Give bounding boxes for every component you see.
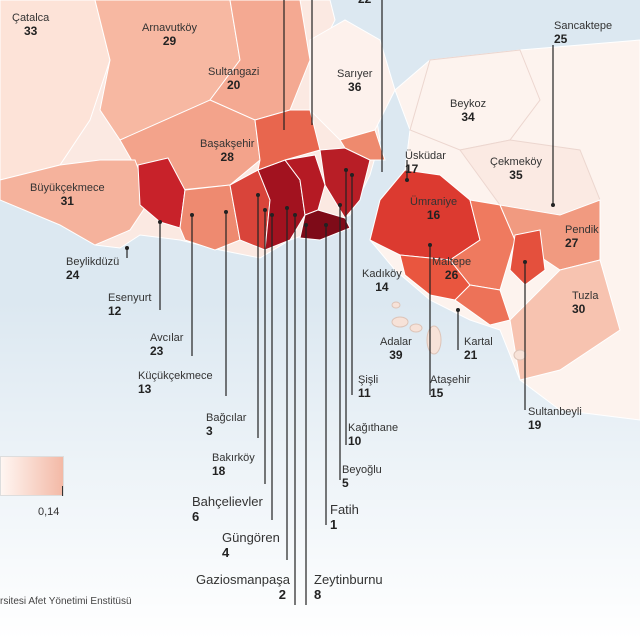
label-adalar: Adalar 39	[380, 336, 412, 362]
label-bakirkoy: Bakırköy 18	[212, 452, 255, 478]
label-kagithane: Kağıthane 10	[348, 422, 399, 448]
label-kartal: Kartal 21	[464, 336, 493, 362]
top-cut-value: 22	[358, 0, 371, 6]
label-tuzla: Tuzla 30	[572, 290, 599, 316]
label-esenyurt: Esenyurt 12	[108, 292, 152, 318]
label-pendik: Pendik 27	[565, 224, 599, 250]
source-credit: rsitesi Afet Yönetimi Enstitüsü	[0, 596, 132, 607]
legend-max-value: 0,14	[38, 506, 60, 518]
label-beykoz: Beykoz 34	[450, 98, 487, 124]
top-cut-rank: 22	[358, 0, 371, 6]
label-sultangazi: Sultangazi 20	[208, 66, 260, 92]
label-zeytinburnu: Zeytinburnu 8	[314, 572, 383, 602]
district-tuzla	[509, 259, 621, 381]
label-uskudar: Üsküdar 17	[405, 150, 446, 176]
district-catalca	[0, 0, 111, 181]
leader-dots	[125, 168, 555, 312]
label-gungoren: Güngören 4	[222, 530, 280, 560]
district-sariyer	[309, 19, 396, 141]
label-kucukcekmece: Küçükçekmece 13	[138, 370, 213, 396]
label-cekmekoy: Çekmeköy 35	[490, 156, 542, 182]
label-basaksehir: Başakşehir 28	[200, 138, 255, 164]
leader-lines	[126, 0, 554, 605]
district-kartal	[454, 284, 511, 326]
label-bahcelievler: Bahçelievler 6	[192, 494, 263, 524]
district-sultanbeyli	[509, 229, 546, 286]
label-sultanbeyli: Sultanbeyli 19	[528, 406, 582, 432]
label-umraniye: Ümraniye 16	[410, 196, 458, 222]
label-sancaktepe: Sancaktepe 25	[554, 20, 613, 46]
label-maltepe: Maltepe 26	[432, 256, 472, 282]
label-kadikoy: Kadıköy 14	[362, 268, 402, 294]
label-fatih: Fatih 1	[330, 502, 359, 532]
district-eyup	[254, 109, 321, 171]
district-buyukcekmece	[0, 159, 151, 246]
label-beyoglu: Beyoğlu 5	[342, 464, 382, 490]
label-atasehir: Ataşehir 15	[430, 374, 471, 400]
label-bagcilar: Bağcılar 3	[206, 412, 247, 438]
label-avcilar: Avcılar 23	[150, 332, 184, 358]
label-beylikduzu: Beylikdüzü 24	[66, 256, 120, 282]
label-arnavutkoy: Arnavutköy 29	[142, 22, 198, 48]
label-catalca: Çatalca 33	[12, 12, 50, 38]
legend-gradient	[0, 456, 64, 496]
label-gaziosmanpasa: Gaziosmanpaşa 2	[196, 572, 290, 602]
label-sisli: Şişli 11	[358, 374, 379, 400]
district-kagithane	[339, 129, 386, 161]
label-buyukcekmece: Büyükçekmece 31	[30, 182, 105, 208]
district-esenyurt	[179, 184, 241, 251]
legend-tick	[62, 486, 63, 496]
label-sariyer: Sarıyer 36	[337, 68, 373, 94]
